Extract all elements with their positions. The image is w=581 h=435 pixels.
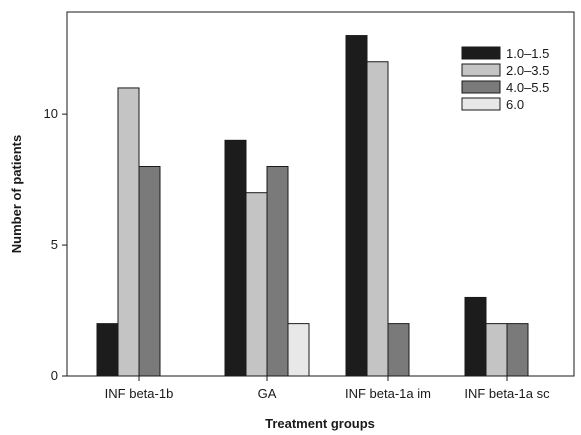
bar-ga-series-2 <box>245 192 268 377</box>
legend-swatch-3 <box>461 80 501 94</box>
y-axis-ticks: 0 5 10 <box>44 106 67 383</box>
x-axis-ticks: INF beta-1b GA INF beta-1a im INF beta-1a s… <box>105 376 550 401</box>
bar-inf-beta-1a-sc-series-3 <box>506 323 529 377</box>
x-axis-label: Treatment groups <box>265 416 375 431</box>
legend-swatch-1 <box>461 46 501 60</box>
x-tick-label-inf-beta-1a-im: INF beta-1a im <box>345 386 431 401</box>
bar-inf-beta-1a-im-series-3 <box>387 323 410 377</box>
bar-inf-beta-1b-series-1 <box>96 323 119 377</box>
x-tick-label-ga: GA <box>258 386 277 401</box>
y-axis-label: Number of patients <box>9 135 24 253</box>
legend-swatch-2 <box>461 63 501 77</box>
legend: 1.0–1.5 2.0–3.5 4.0–5.5 6.0 <box>461 46 549 112</box>
bar-inf-beta-1a-sc-series-1 <box>464 296 487 377</box>
bar-inf-beta-1a-im-series-2 <box>366 61 389 377</box>
legend-label-2: 2.0–3.5 <box>506 63 549 78</box>
bar-inf-beta-1a-sc-series-2 <box>485 323 508 377</box>
legend-label-1: 1.0–1.5 <box>506 46 549 61</box>
bar-ga-series-4 <box>287 323 310 377</box>
bar-inf-beta-1b-series-3 <box>138 166 161 377</box>
bars-group <box>96 35 529 377</box>
x-tick-label-inf-beta-1a-sc: INF beta-1a sc <box>464 386 550 401</box>
plot-frame <box>66 11 575 377</box>
legend-label-3: 4.0–5.5 <box>506 80 549 95</box>
legend-swatch-4 <box>461 97 501 111</box>
bar-inf-beta-1a-im-series-1 <box>345 35 368 377</box>
y-tick-label: 5 <box>51 237 58 252</box>
y-tick-label: 10 <box>44 106 58 121</box>
legend-label-4: 6.0 <box>506 97 524 112</box>
bar-ga-series-3 <box>266 166 289 377</box>
y-tick-label: 0 <box>51 368 58 383</box>
bar-ga-series-1 <box>224 139 247 377</box>
x-tick-label-inf-beta-1b: INF beta-1b <box>105 386 174 401</box>
bar-inf-beta-1b-series-2 <box>117 87 140 377</box>
